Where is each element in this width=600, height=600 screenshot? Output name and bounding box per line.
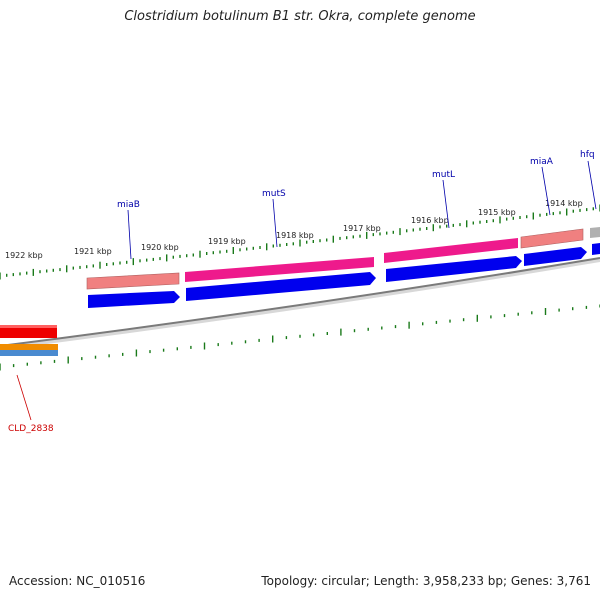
- gene-feature-mutS[interactable]: [185, 257, 374, 282]
- leader-line-CLD_2838: [16, 374, 32, 421]
- cds-arrow-mutL[interactable]: [386, 256, 522, 282]
- gene-label-miaA[interactable]: miaA: [530, 157, 554, 167]
- gene-label-miaB[interactable]: miaB: [117, 200, 140, 210]
- accession-text: Accession: NC_010516: [9, 574, 146, 588]
- inner-tick-ruler: [0, 304, 600, 371]
- gene-label-CLD_2838[interactable]: CLD_2838: [8, 424, 54, 434]
- kbp-label: 1916 kbp: [411, 216, 449, 225]
- feature-orange-block[interactable]: [0, 344, 58, 351]
- kbp-label: 1920 kbp: [141, 243, 179, 252]
- gene-feature-hfq[interactable]: [590, 227, 600, 238]
- outer-tick-ruler: [0, 204, 600, 280]
- kbp-label: 1918 kbp: [276, 231, 314, 240]
- kbp-scale-labels: 1922 kbp 1921 kbp 1920 kbp 1919 kbp 1918…: [5, 199, 583, 260]
- feature-steelblue-block[interactable]: [0, 350, 58, 356]
- gene-label-mutS[interactable]: mutS: [262, 189, 286, 199]
- page-title: Clostridium botulinum B1 str. Okra, comp…: [124, 9, 476, 24]
- leader-line-mutL: [442, 179, 450, 229]
- gene-feature-miaB[interactable]: [86, 272, 180, 290]
- cds-arrow-miaA[interactable]: [524, 247, 587, 266]
- gene-labels: miaB mutS mutL miaA hfq CLD_2838: [8, 150, 597, 434]
- gene-label-mutL[interactable]: mutL: [432, 170, 455, 180]
- gene-feature-miaA[interactable]: [520, 228, 584, 249]
- kbp-label: 1921 kbp: [74, 247, 112, 256]
- genome-summary-text: Topology: circular; Length: 3,958,233 bp…: [261, 574, 591, 588]
- gene-label-hfq[interactable]: hfq: [580, 150, 595, 160]
- genome-backbone: [0, 258, 600, 350]
- cds-arrow-miaB[interactable]: [88, 291, 180, 308]
- cds-arrow-hfq[interactable]: [592, 243, 600, 255]
- gene-feature-mutL[interactable]: [384, 238, 518, 263]
- leader-line-miaA: [541, 166, 551, 216]
- kbp-label: 1922 kbp: [5, 251, 43, 260]
- genome-backbone-core: [0, 257, 600, 347]
- leader-line-miaB: [127, 209, 132, 260]
- leader-line-mutS: [272, 198, 278, 248]
- kbp-label: 1917 kbp: [343, 224, 381, 233]
- kbp-label: 1915 kbp: [478, 208, 516, 217]
- gene-feature-CLD_2838-highlight: [0, 325, 57, 328]
- gene-feature-CLD_2838[interactable]: [0, 325, 57, 338]
- leader-line-hfq: [587, 160, 597, 210]
- kbp-label: 1914 kbp: [545, 199, 583, 208]
- kbp-label: 1919 kbp: [208, 237, 246, 246]
- cds-arrow-mutS[interactable]: [186, 272, 376, 301]
